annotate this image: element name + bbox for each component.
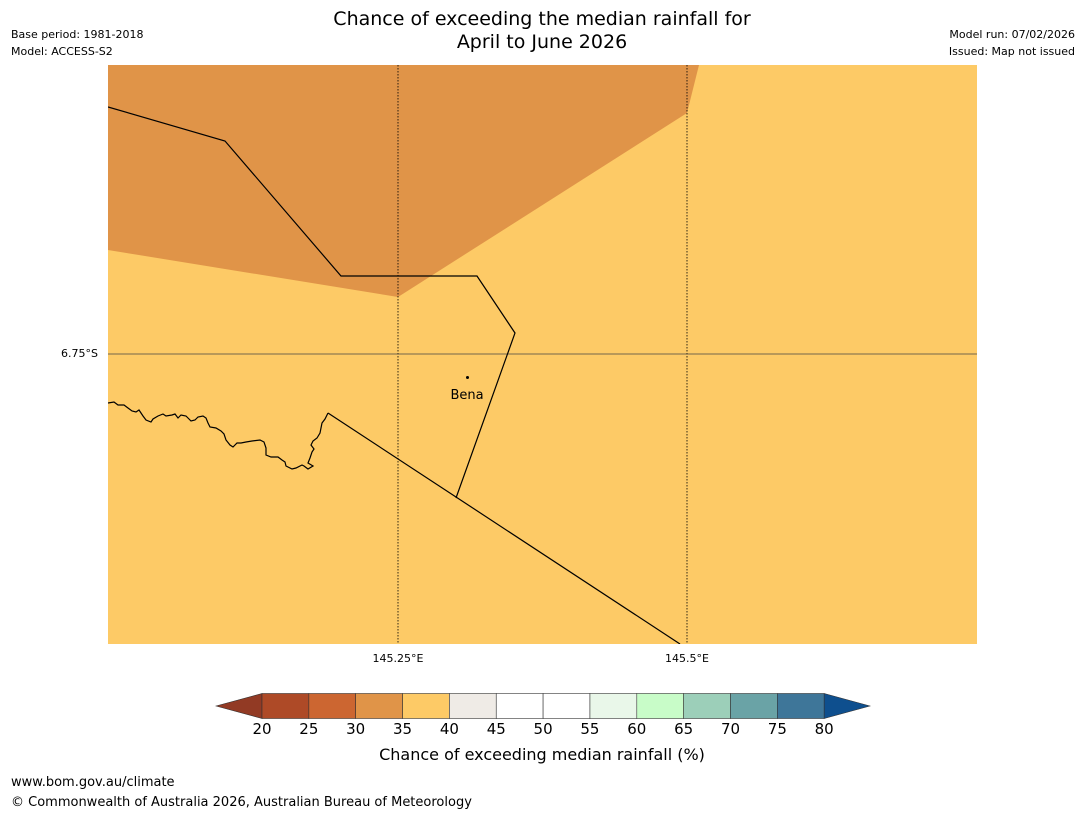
- legend-tick-70: 70: [720, 720, 741, 738]
- rainfall-map[interactable]: [108, 65, 977, 644]
- base-period: Base period: 1981-2018: [11, 28, 144, 41]
- bena-place-label: Bena: [450, 388, 484, 403]
- legend-bin-60-65: [636, 693, 684, 719]
- legend-bin-35-40: [402, 693, 450, 719]
- legend-bin-20-25: [261, 693, 310, 719]
- legend-tick-20: 20: [252, 720, 272, 738]
- copyright-notice: © Commonwealth of Australia 2026, Austra…: [11, 795, 472, 810]
- legend-tick-80: 80: [814, 720, 834, 738]
- legend-bin-30-35: [355, 693, 403, 719]
- legend-tick-55: 55: [580, 720, 600, 738]
- legend-bin-40-45: [449, 693, 497, 719]
- legend-low-extend: [215, 693, 263, 719]
- legend-bin-65-70: [683, 693, 731, 719]
- legend-tick-60: 60: [627, 720, 647, 738]
- legend-bin-75-80: [777, 693, 825, 719]
- province-border-north: [108, 106, 516, 499]
- legend-tick-labels: 20 25 30 35 40 45 50 55 60 65 70 75 80: [0, 720, 1085, 740]
- bena-location-dot: [466, 376, 469, 379]
- bom-url[interactable]: www.bom.gov.au/climate: [11, 775, 175, 790]
- province-border-west: [108, 401, 329, 470]
- title-line-1: Chance of exceeding the median rainfall …: [333, 8, 751, 30]
- model-name: Model: ACCESS-S2: [11, 45, 113, 58]
- legend-tick-30: 30: [346, 720, 366, 738]
- meta-right: Model run: 07/02/2026 Issued: Map not is…: [949, 26, 1075, 60]
- province-border-south: [327, 412, 681, 644]
- legend-tick-50: 50: [533, 720, 553, 738]
- legend-bin-45-50: [495, 693, 544, 719]
- band-30-35-region: [108, 65, 699, 297]
- model-run: Model run: 07/02/2026: [949, 28, 1075, 41]
- longitude-label-1: 145.25°E: [372, 652, 424, 665]
- legend-tick-35: 35: [393, 720, 413, 738]
- latitude-label: 6.75°S: [61, 347, 98, 360]
- legend-tick-75: 75: [767, 720, 787, 738]
- legend-bin-70-75: [730, 693, 778, 719]
- map-title: Chance of exceeding the median rainfall …: [242, 8, 842, 54]
- legend-colorbar: [215, 693, 871, 719]
- title-line-2: April to June 2026: [456, 31, 628, 53]
- longitude-label-2: 145.5°E: [665, 652, 709, 665]
- legend-tick-45: 45: [486, 720, 506, 738]
- legend-bin-55-60: [589, 693, 638, 719]
- map-canvas: [108, 65, 977, 644]
- legend-bin-50-55: [542, 693, 591, 719]
- legend-tick-40: 40: [439, 720, 459, 738]
- legend-high-extend: [823, 693, 871, 719]
- legend-tick-25: 25: [299, 720, 319, 738]
- legend-tick-65: 65: [674, 720, 694, 738]
- issued-status: Issued: Map not issued: [948, 45, 1075, 58]
- legend-title: Chance of exceeding median rainfall (%): [379, 745, 705, 764]
- legend-bin-25-30: [308, 693, 356, 719]
- meta-left: Base period: 1981-2018 Model: ACCESS-S2: [11, 26, 143, 60]
